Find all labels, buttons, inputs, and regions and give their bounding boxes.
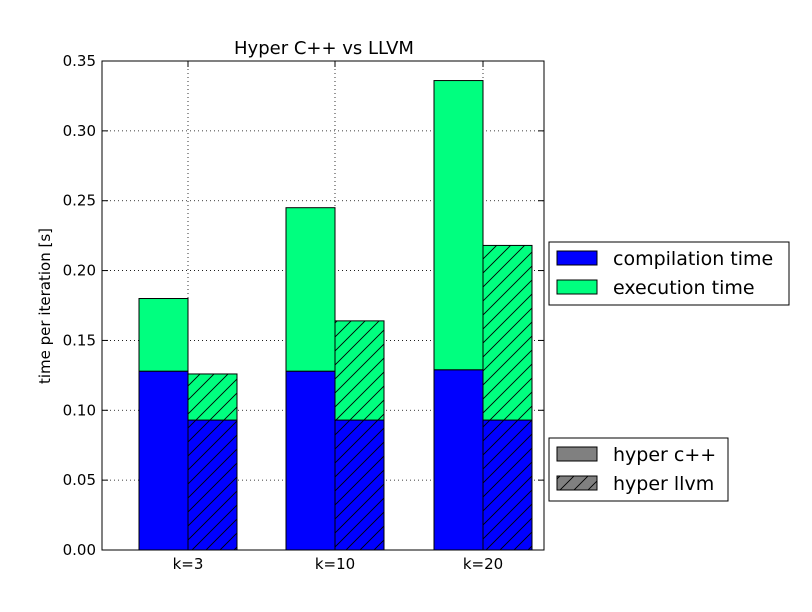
legend-swatch	[556, 279, 598, 295]
bar-execution	[433, 80, 484, 371]
bar-hatch	[188, 420, 237, 550]
bar-hatch	[483, 420, 532, 550]
bar-compilation	[285, 370, 336, 551]
y-tick-label: 0.20	[63, 262, 96, 280]
bar-compilation	[138, 370, 189, 551]
legend-components: compilation time execution time	[548, 241, 790, 306]
x-tick-label: k=10	[315, 555, 355, 573]
y-tick-label: 0.10	[63, 401, 96, 419]
legend-label: compilation time	[613, 248, 773, 270]
x-tick-label: k=20	[463, 555, 503, 573]
bar-execution	[138, 298, 189, 372]
y-tick-label: 0.35	[63, 52, 96, 70]
chart-title: Hyper C++ vs LLVM	[234, 38, 414, 59]
legend-swatch-hatch	[557, 476, 597, 490]
legend-groups: hyper c++ hyper llvm	[548, 437, 729, 502]
axes-frame	[101, 60, 545, 551]
legend-swatch	[556, 446, 598, 462]
bar-compilation	[433, 369, 484, 551]
plot-area: 0.00 0.05 0.10 0.15 0.20 0.25 0.30 0.35 k=3 k=10 k…	[63, 52, 545, 573]
y-tick-label: 0.15	[63, 331, 96, 349]
x-tick-label: k=3	[173, 555, 204, 573]
y-tick-label: 0.30	[63, 122, 96, 140]
legend-label: hyper llvm	[613, 473, 714, 495]
legend-label: execution time	[613, 277, 755, 299]
bar-hatch	[335, 420, 384, 550]
bar-hatch	[188, 373, 237, 421]
y-tick-label: 0.25	[63, 192, 96, 210]
y-tick-label: 0.05	[63, 471, 96, 489]
bar-hatch	[483, 245, 532, 421]
legend-swatch	[556, 250, 598, 266]
legend-label: hyper c++	[613, 444, 716, 466]
y-tick-label: 0.00	[63, 541, 96, 559]
bar-execution	[285, 207, 336, 372]
y-axis-label: time per iteration [s]	[36, 228, 54, 384]
bar-hatch	[335, 320, 384, 421]
